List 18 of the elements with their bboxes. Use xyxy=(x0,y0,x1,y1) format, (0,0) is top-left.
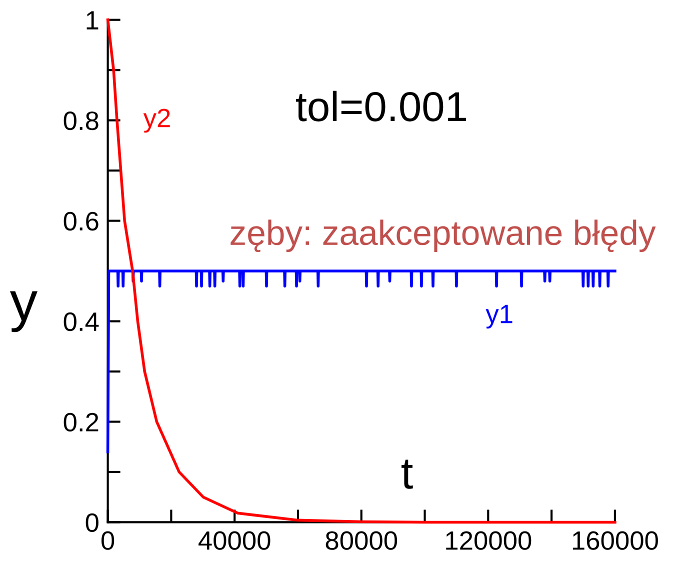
x-tick-label: 160000 xyxy=(572,531,658,550)
y-tick-label: 0.6 xyxy=(64,212,98,231)
line-series xyxy=(106,270,616,454)
x-tick-label: 40000 xyxy=(198,531,270,550)
x-tick-label: 0 xyxy=(101,531,114,550)
x-tick-label: 120000 xyxy=(446,531,532,550)
y-axis-title: y xyxy=(10,291,38,332)
y-tick-label: 0 xyxy=(86,513,98,532)
y-tick-label: 0.2 xyxy=(64,412,98,432)
y-tick-label: 1 xyxy=(86,11,98,30)
annotation: tol=0.001 xyxy=(296,90,466,122)
series-label: y2 xyxy=(143,108,170,133)
x-tick-label: 80000 xyxy=(326,531,398,550)
x-axis-title: t xyxy=(402,460,413,489)
y-tick-label: 0.4 xyxy=(64,312,99,332)
annotation: zęby: zaakceptowane błędy xyxy=(230,220,656,252)
series-label: y1 xyxy=(486,304,512,329)
y-tick-label: 0.8 xyxy=(64,111,98,130)
